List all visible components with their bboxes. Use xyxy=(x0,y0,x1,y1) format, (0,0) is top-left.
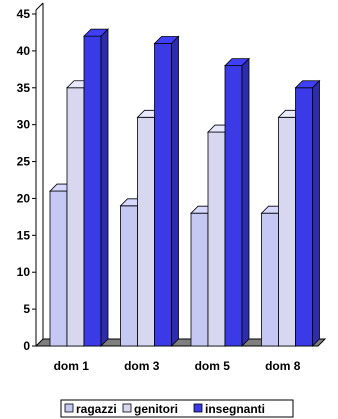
legend-box xyxy=(60,399,294,418)
y-tick-label: 15 xyxy=(17,228,31,242)
bar-front xyxy=(295,87,313,347)
bar xyxy=(153,35,180,347)
bar-front xyxy=(154,43,172,347)
bar-front xyxy=(66,87,85,347)
y-axis-ticks: 0 5 10 15 20 25 30 35 40 45 xyxy=(17,7,36,353)
y-tick-label: 20 xyxy=(17,191,31,205)
bar-front xyxy=(261,212,279,347)
bar-front xyxy=(224,65,243,347)
bar-front xyxy=(49,190,68,347)
bar-front xyxy=(278,116,296,347)
bar xyxy=(294,79,321,347)
bar-side xyxy=(312,79,320,347)
legend-label: genitori xyxy=(134,402,178,416)
legend: ragazzi genitori insegnanti xyxy=(60,399,294,418)
x-category-label: dom 1 xyxy=(54,359,90,373)
legend-swatch xyxy=(64,403,74,413)
legend-label: insegnanti xyxy=(205,402,265,416)
bar-side xyxy=(100,28,109,347)
y-tick-label: 45 xyxy=(17,7,31,21)
bar-front xyxy=(190,212,209,347)
bar xyxy=(83,28,109,347)
legend-swatch xyxy=(122,403,132,413)
bar-front xyxy=(120,205,138,347)
axis-depth-top xyxy=(35,2,44,11)
bar xyxy=(224,57,250,347)
y-tick-label: 0 xyxy=(23,339,30,353)
x-category-label: dom 3 xyxy=(124,359,160,373)
y-tick-label: 25 xyxy=(17,155,31,169)
axes xyxy=(34,2,327,347)
x-category-label: dom 5 xyxy=(195,359,231,373)
y-tick-label: 10 xyxy=(17,265,31,279)
x-axis-labels: dom 1 dom 3 dom 5 dom 8 xyxy=(54,359,301,373)
bar-front xyxy=(83,35,102,347)
bar-side xyxy=(241,57,250,347)
bars xyxy=(49,28,321,347)
y-tick-label: 35 xyxy=(17,81,31,95)
y-tick-label: 5 xyxy=(23,302,30,316)
bar-front xyxy=(207,131,226,347)
y-tick-label: 40 xyxy=(17,44,31,58)
bar-side xyxy=(171,35,179,347)
legend-label: ragazzi xyxy=(76,402,117,416)
y-tick-label: 30 xyxy=(17,118,31,132)
x-category-label: dom 8 xyxy=(265,359,301,373)
legend-swatch xyxy=(193,403,203,413)
bar-front xyxy=(137,116,155,347)
